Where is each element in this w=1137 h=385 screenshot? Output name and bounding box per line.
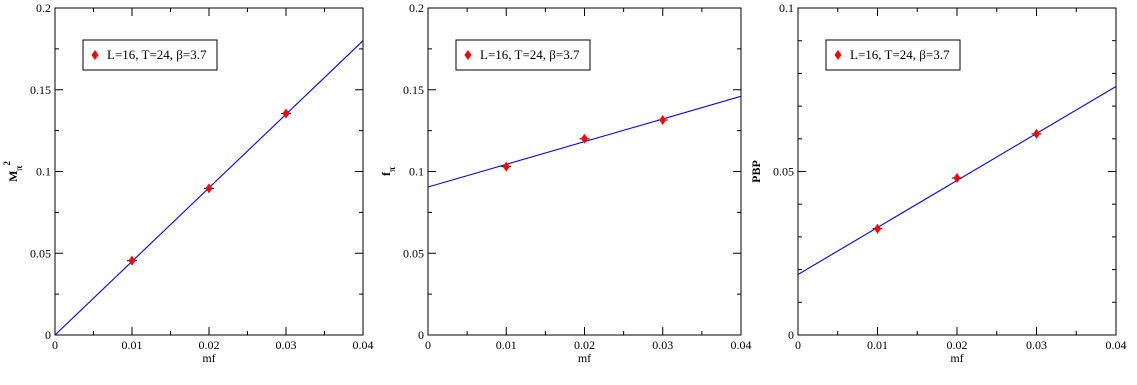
x-tick-label: 0.04 — [1106, 338, 1127, 352]
data-point — [657, 114, 668, 125]
x-tick-label: 0.04 — [353, 338, 374, 352]
diamond-marker — [581, 133, 588, 144]
diamond-marker — [128, 255, 136, 266]
data-point — [579, 133, 590, 144]
y-axis-label: Mπ2 — [2, 161, 24, 182]
y-tick-label: 0.1 — [36, 165, 51, 179]
y-axis-label-sub: π — [14, 166, 24, 171]
data-point — [872, 223, 883, 234]
legend-label: L=16, T=24, β=3.7 — [850, 47, 950, 62]
y-tick-label: 0 — [788, 328, 794, 342]
data-point — [952, 173, 962, 184]
legend-marker — [464, 50, 472, 60]
y-tick-label: 0 — [418, 328, 424, 342]
y-tick-label: 0.2 — [409, 1, 424, 15]
legend: L=16, T=24, β=3.7 — [825, 39, 961, 71]
legend-box — [82, 39, 218, 71]
diamond-marker — [953, 173, 961, 184]
x-tick-label: 0 — [795, 338, 801, 352]
legend-marker — [91, 50, 99, 60]
y-axis-label: PBP — [749, 160, 763, 183]
x-axis-label: mf — [950, 351, 963, 365]
x-axis-label: mf — [202, 351, 215, 365]
legend-marker — [834, 50, 842, 60]
y-tick-label: 0.05 — [403, 246, 424, 260]
y-axis-label-main: M — [6, 171, 20, 182]
chart-panel-1: 0 0.01 0.02 0.03 0.04 0 0.05 0.1 0.15 0.2 mf Mπ2 L=1… — [2, 1, 374, 365]
diamond-marker — [282, 108, 290, 119]
y-tick-label: 0.05 — [30, 246, 51, 260]
diamond-marker — [205, 183, 213, 194]
x-tick-label: 0.02 — [574, 338, 595, 352]
diamond-marker — [1033, 128, 1040, 139]
legend-box — [455, 39, 591, 71]
legend: L=16, T=24, β=3.7 — [82, 39, 218, 71]
y-tick-label: 0.1 — [779, 1, 794, 15]
x-tick-label: 0 — [52, 338, 58, 352]
x-tick-label: 0.03 — [276, 338, 297, 352]
y-tick-label: 0.15 — [30, 83, 51, 97]
diamond-marker — [659, 114, 667, 125]
y-tick-label: 0.15 — [403, 83, 424, 97]
data-point — [501, 161, 512, 172]
x-axis-label: mf — [578, 351, 591, 365]
legend-label: L=16, T=24, β=3.7 — [107, 47, 207, 62]
x-tick-label: 0.01 — [496, 338, 517, 352]
x-tick-label: 0.03 — [1026, 338, 1047, 352]
y-axis-label: fπ — [379, 167, 397, 176]
y-axis-label-main: PBP — [749, 160, 763, 183]
chart-panel-3: 0 0.01 0.02 0.03 0.04 0 0.05 0.1 mf PBP L=16, T=24… — [749, 1, 1127, 365]
x-tick-label: 0.01 — [122, 338, 143, 352]
x-tick-label: 0.01 — [867, 338, 888, 352]
data-point — [1031, 128, 1042, 139]
diamond-marker — [874, 223, 881, 234]
x-tick-label: 0.03 — [652, 338, 673, 352]
y-tick-label: 0.05 — [773, 165, 794, 179]
y-tick-label: 0.1 — [409, 165, 424, 179]
y-tick-label: 0.2 — [36, 1, 51, 15]
legend-label: L=16, T=24, β=3.7 — [480, 47, 580, 62]
y-tick-label: 0 — [45, 328, 51, 342]
chart-panel-2: 0 0.01 0.02 0.03 0.04 0 0.05 0.1 0.15 0.2 mf fπ L=16… — [379, 1, 752, 365]
diamond-marker — [502, 161, 510, 172]
data-point — [281, 108, 291, 119]
x-tick-label: 0.02 — [947, 338, 968, 352]
legend: L=16, T=24, β=3.7 — [455, 39, 591, 71]
x-tick-label: 0.02 — [199, 338, 220, 352]
y-axis-label-main: f — [379, 171, 393, 176]
x-tick-label: 0 — [425, 338, 431, 352]
legend-box — [825, 39, 961, 71]
y-axis-label-sub: π — [387, 167, 397, 172]
data-point — [204, 183, 214, 194]
y-axis-label-sup: 2 — [2, 161, 12, 166]
data-point — [127, 255, 137, 266]
x-tick-label: 0.04 — [731, 338, 752, 352]
